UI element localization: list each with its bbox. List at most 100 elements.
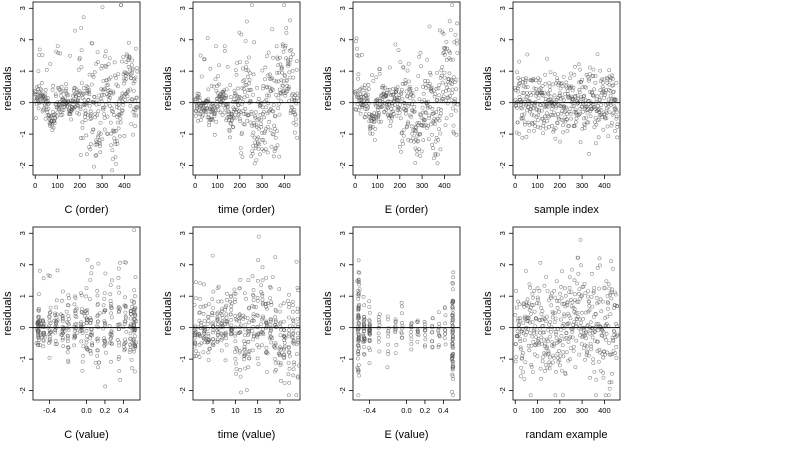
data-point <box>436 345 441 349</box>
data-point <box>357 88 362 93</box>
data-point <box>517 302 522 307</box>
data-point <box>531 340 536 344</box>
x-tick-label: 100 <box>531 181 544 190</box>
data-point <box>615 135 619 140</box>
data-point <box>561 130 566 135</box>
data-point <box>564 331 568 335</box>
data-point <box>356 258 361 263</box>
data-point <box>135 105 140 110</box>
data-point <box>429 85 434 90</box>
data-point <box>548 94 553 99</box>
data-point <box>117 355 121 359</box>
data-point <box>280 65 284 70</box>
data-point <box>527 282 532 287</box>
data-point <box>606 282 611 287</box>
data-point <box>287 350 292 355</box>
data-point <box>536 96 541 101</box>
x-tick-label: 200 <box>554 181 567 190</box>
data-point <box>355 356 360 361</box>
data-point <box>397 144 402 149</box>
data-point <box>48 337 52 342</box>
data-point <box>50 87 55 92</box>
data-point <box>581 94 586 99</box>
data-point <box>518 374 523 379</box>
data-point <box>603 393 608 398</box>
plot-frame <box>512 226 621 401</box>
data-point <box>98 120 103 125</box>
data-point <box>428 86 433 91</box>
data-point <box>104 102 108 107</box>
y-tick-label: 2 <box>338 263 347 267</box>
data-point <box>200 101 205 106</box>
data-point <box>410 131 415 136</box>
data-point <box>450 353 455 358</box>
data-point <box>556 299 561 303</box>
data-point <box>39 88 44 93</box>
data-point <box>548 334 552 339</box>
data-point <box>353 90 358 94</box>
y-axis-label: residuals <box>2 291 14 336</box>
data-point <box>573 311 578 316</box>
data-point <box>95 293 100 298</box>
data-point <box>198 118 203 122</box>
data-point <box>379 119 383 124</box>
data-point <box>561 118 566 123</box>
data-point <box>263 147 268 152</box>
data-point <box>562 314 567 319</box>
data-point <box>260 297 265 302</box>
y-tick-label: 1 <box>178 294 187 298</box>
data-point <box>111 89 116 94</box>
data-point <box>116 357 121 361</box>
data-point <box>355 365 360 370</box>
data-point <box>386 329 391 333</box>
data-point <box>292 108 297 112</box>
data-point <box>107 88 112 92</box>
data-point <box>393 317 398 322</box>
data-point <box>356 307 361 312</box>
data-point <box>92 164 96 169</box>
data-point <box>206 97 211 101</box>
data-point <box>258 102 262 107</box>
data-point <box>66 321 70 326</box>
data-point <box>213 112 217 116</box>
data-point <box>282 340 287 345</box>
data-point <box>244 68 249 73</box>
data-point <box>225 321 230 326</box>
data-point <box>409 333 413 338</box>
data-point <box>251 130 256 135</box>
data-point <box>530 121 535 125</box>
data-point <box>123 341 127 346</box>
data-point <box>131 301 136 305</box>
data-point <box>569 71 573 76</box>
data-point <box>557 349 561 353</box>
data-point <box>68 112 73 117</box>
data-point <box>455 41 459 46</box>
data-point <box>134 95 139 100</box>
data-point <box>242 357 246 362</box>
data-point <box>573 94 578 99</box>
data-point <box>587 77 592 81</box>
data-point <box>108 299 113 303</box>
data-point <box>88 117 93 121</box>
data-point <box>80 307 84 311</box>
data-point <box>84 308 88 313</box>
data-point <box>259 122 264 126</box>
plot-frame <box>352 1 461 176</box>
data-point <box>356 316 361 321</box>
data-point <box>535 354 540 359</box>
data-point <box>547 298 551 303</box>
data-point <box>77 112 81 117</box>
x-tick-label: 300 <box>96 181 109 190</box>
data-point <box>525 52 530 57</box>
data-point <box>273 114 278 119</box>
data-point <box>450 90 454 95</box>
data-point <box>130 366 134 371</box>
data-point <box>549 107 554 111</box>
data-point <box>109 302 113 306</box>
data-point <box>200 113 205 117</box>
data-point <box>60 331 65 336</box>
data-point <box>250 348 255 353</box>
data-point <box>265 370 269 374</box>
data-point <box>529 363 534 367</box>
data-point <box>194 354 198 359</box>
